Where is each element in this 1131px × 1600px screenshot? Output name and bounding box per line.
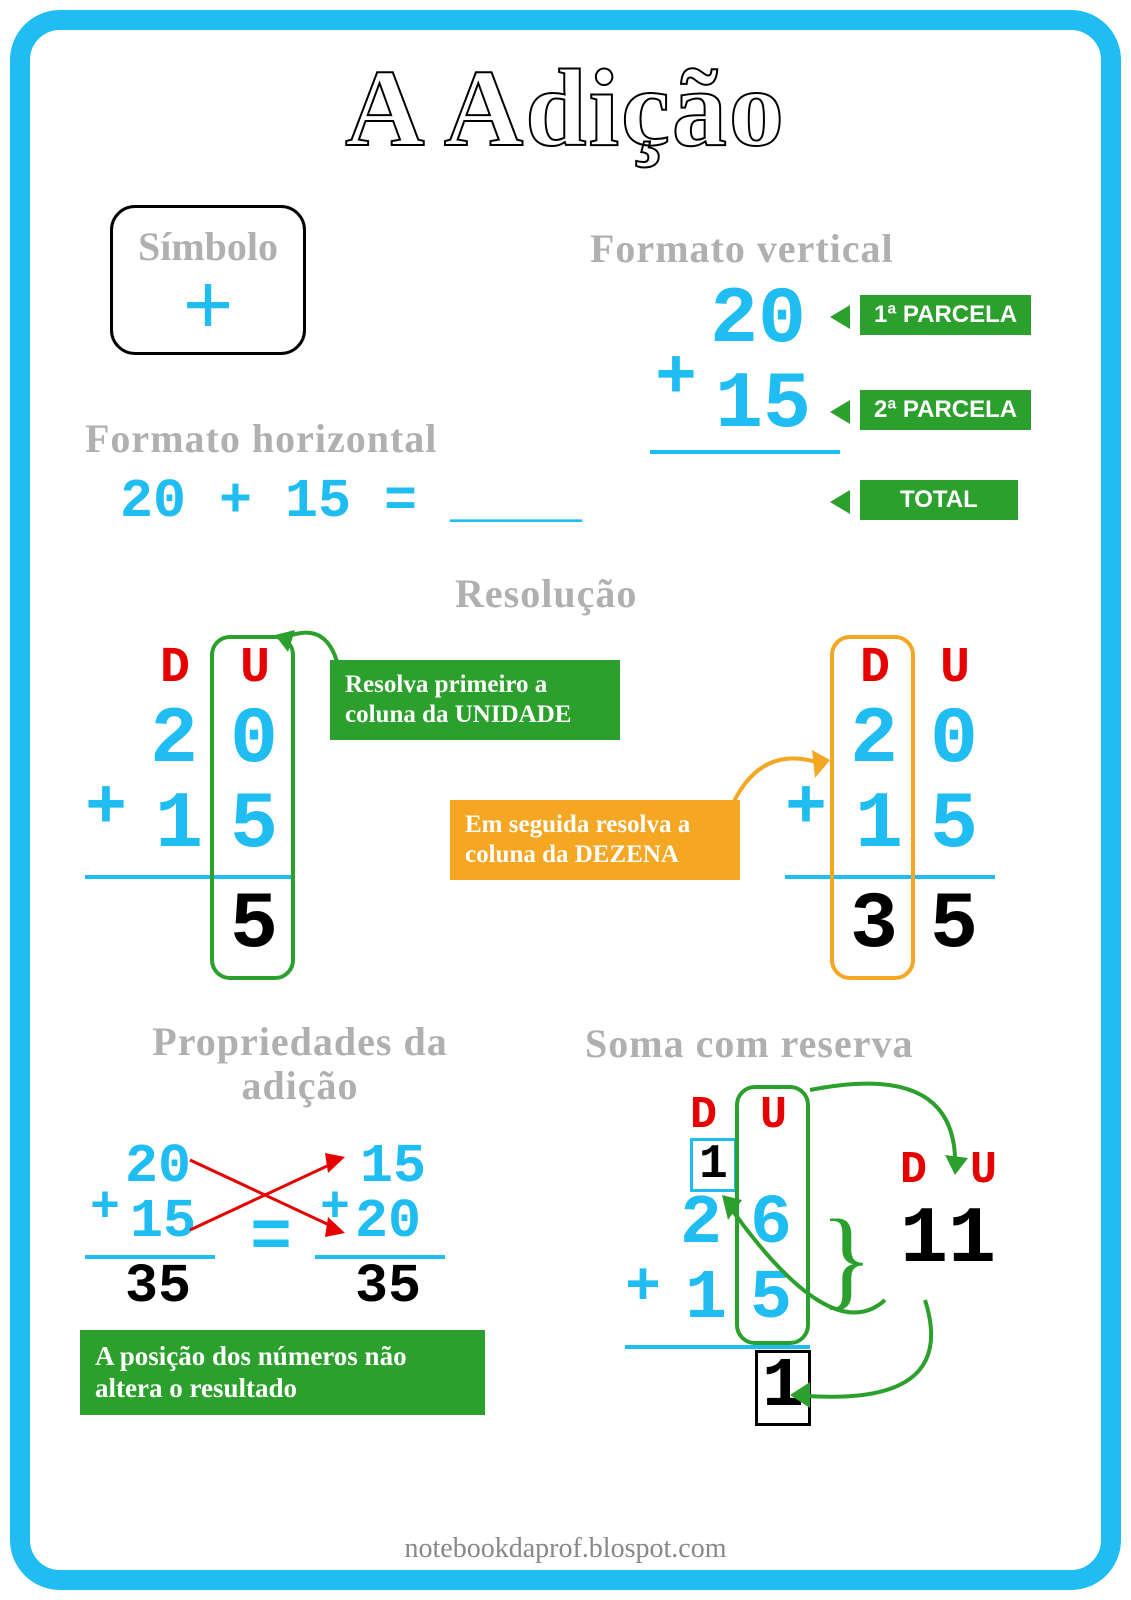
arrow-dezena [720, 730, 840, 820]
res-left-d1: 2 [150, 695, 198, 786]
horizontal-heading: Formato horizontal [85, 415, 437, 462]
vertical-plus: + [655, 340, 697, 419]
unit-highlight [210, 635, 295, 980]
arrow-tag2 [830, 400, 850, 424]
horizontal-expr: 20 + 15 = ____ [120, 470, 582, 533]
resolution-heading: Resolução [455, 570, 637, 617]
properties-note: A posição dos números não altera o resul… [80, 1330, 485, 1415]
tag-parcela2: 2ª PARCELA [860, 390, 1031, 430]
res-right-U: U [940, 640, 970, 697]
carry-heading: Soma com reserva [585, 1020, 914, 1067]
symbol-glyph: + [138, 270, 278, 342]
page-title: A Adição [345, 45, 786, 172]
arrow-unit [270, 600, 360, 680]
callout-dezena: Em seguida resolva a coluna da DEZENA [450, 800, 740, 880]
carry-plus: + [625, 1255, 661, 1323]
callout-unit: Resolva primeiro a coluna da UNIDADE [330, 660, 620, 740]
arrow-tag1 [830, 305, 850, 329]
tag-parcela1: 1ª PARCELA [860, 295, 1031, 335]
vertical-n2: 15 [715, 360, 811, 451]
res-right-resu: 5 [930, 880, 978, 971]
prop-r2: 20 [355, 1190, 421, 1253]
prop-lplus: + [90, 1180, 120, 1237]
res-right-u2: 5 [930, 780, 978, 871]
prop-r1: 15 [360, 1135, 426, 1198]
res-left-D: D [160, 640, 190, 697]
cross-arrows [180, 1145, 360, 1255]
vertical-n1: 20 [710, 275, 806, 366]
carry-arrows [710, 1070, 1060, 1440]
res-left-d2: 1 [155, 780, 203, 871]
vertical-heading: Formato vertical [590, 225, 894, 272]
dezena-highlight [830, 635, 915, 980]
tag-total: TOTAL [860, 480, 1018, 520]
res-left-plus: + [85, 770, 127, 849]
properties-heading: Propriedades da adição [135, 1020, 465, 1108]
prop-rres: 35 [355, 1255, 421, 1318]
arrow-tag3 [830, 490, 850, 514]
footer-url: notebookdaprof.blospot.com [405, 1533, 727, 1565]
res-right-u1: 0 [930, 695, 978, 786]
symbol-box: Símbolo + [110, 205, 306, 355]
prop-lres: 35 [125, 1255, 191, 1318]
